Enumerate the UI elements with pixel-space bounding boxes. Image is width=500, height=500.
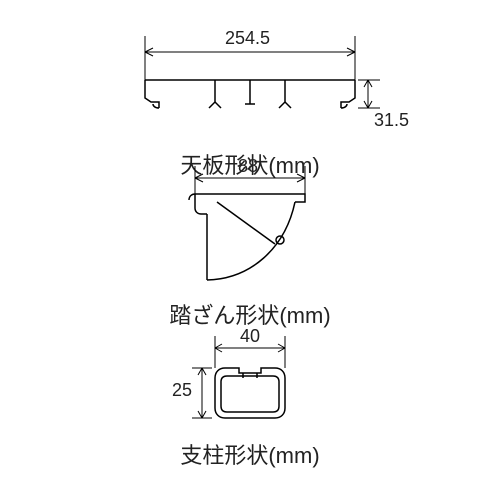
step-section: 88 踏ざん形状(mm) xyxy=(110,160,390,320)
top-panel-section: 254.5 31.5 天板形状(mm) xyxy=(110,30,390,150)
post-section: 40 25 支柱形状(mm) xyxy=(110,330,390,470)
step-drawing xyxy=(110,160,390,290)
post-label: 支柱形状(mm) xyxy=(110,438,390,470)
top-panel-height-dim: 31.5 xyxy=(374,110,409,131)
diagram-container: 254.5 31.5 天板形状(mm) xyxy=(110,30,390,480)
post-height-dim: 25 xyxy=(172,380,192,401)
top-panel-width-dim: 254.5 xyxy=(225,28,270,49)
post-width-dim: 40 xyxy=(240,326,260,347)
step-width-dim: 88 xyxy=(238,156,258,177)
